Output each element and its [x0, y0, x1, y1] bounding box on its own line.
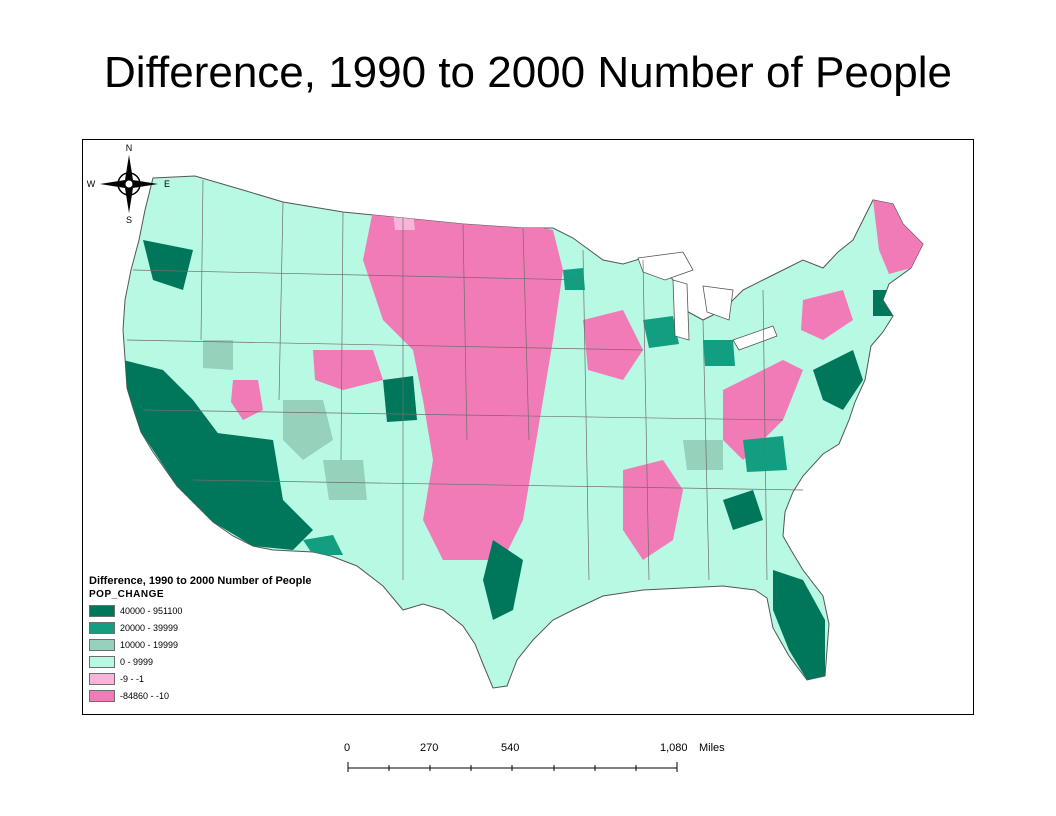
legend-item: 0 - 9999: [89, 653, 349, 670]
legend-label: 20000 - 39999: [120, 622, 179, 633]
idaho-medium-region: [203, 340, 233, 370]
east-label: E: [164, 179, 170, 189]
legend-item: -9 - -1: [89, 670, 349, 687]
legend-label: 0 - 9999: [120, 656, 154, 667]
atlanta-growth-region: [723, 490, 763, 530]
north-label: N: [126, 143, 133, 153]
legend-label: -84860 - -10: [120, 690, 170, 701]
scale-unit-label: Miles: [699, 742, 725, 754]
scale-bar-graphic: [347, 762, 678, 772]
county-regions: [123, 200, 923, 680]
legend-title: Difference, 1990 to 2000 Number of Peopl…: [89, 575, 312, 587]
scale-tick-label: 270: [420, 742, 439, 754]
oregon-decline-region: [231, 380, 263, 420]
new-mexico-medium-region: [323, 460, 367, 500]
legend-field-name: POP_CHANGE: [89, 589, 165, 600]
legend-label: 40000 - 951100: [120, 605, 183, 616]
legend-item: 10000 - 19999: [89, 636, 349, 653]
legend-swatch: [89, 655, 115, 668]
plains-decline-region: [363, 210, 563, 560]
east-coast-growth-region: [813, 350, 863, 410]
scale-bar: 0 270 540 1,080 Miles: [330, 742, 750, 782]
florida-growth-region: [773, 570, 825, 680]
scale-tick-label: 0: [344, 742, 351, 754]
map-title: Difference, 1990 to 2000 Number of Peopl…: [104, 48, 952, 97]
boston-region: [873, 290, 903, 316]
light-decline-region: [393, 210, 415, 230]
lake-michigan: [672, 279, 690, 341]
lake-superior: [637, 251, 694, 281]
ohio-region: [703, 340, 735, 366]
legend-item: -84860 - -10: [89, 687, 349, 704]
lake-erie: [732, 325, 778, 351]
seattle-growth-region: [143, 240, 193, 290]
legend-label: 10000 - 19999: [120, 639, 179, 650]
north-arrow-icon: N S W E: [87, 143, 170, 225]
south-label: S: [126, 215, 132, 225]
legend-item: 20000 - 39999: [89, 619, 349, 636]
legend-swatch: [89, 621, 115, 634]
chicago-region: [643, 316, 679, 348]
map-frame: Difference, 1990 to 2000 Number of Peopl…: [82, 139, 974, 715]
legend-label: -9 - -1: [120, 673, 145, 684]
appalachia-decline-region: [723, 360, 803, 460]
legend-item: 40000 - 951100: [89, 602, 349, 619]
arizona-growth-region: [193, 430, 283, 500]
el-paso-region: [303, 535, 343, 555]
nevada-decline-region: [313, 350, 383, 390]
denver-growth-region: [383, 376, 417, 422]
map-legend: Difference, 1990 to 2000 Number of Peopl…: [89, 574, 349, 704]
legend-swatch: [89, 604, 115, 617]
legend-swatch: [89, 689, 115, 702]
maine-decline-region: [873, 200, 923, 274]
lake-huron: [702, 285, 734, 321]
legend-swatch: [89, 638, 115, 651]
state-boundaries: [126, 179, 804, 581]
ny-decline-region: [801, 290, 853, 340]
scale-tick-label: 540: [501, 742, 520, 754]
us-county-map: [122, 175, 924, 689]
legend-swatch: [89, 672, 115, 685]
minneapolis-region: [563, 268, 585, 290]
west-label: W: [87, 179, 96, 189]
scale-tick-label: 1,080: [660, 742, 688, 754]
tennessee-medium-region: [683, 440, 723, 470]
delta-decline-region: [623, 460, 683, 560]
utah-medium-region: [283, 400, 333, 460]
midwest-decline-region: [583, 310, 643, 380]
texas-growth-region: [483, 540, 523, 620]
